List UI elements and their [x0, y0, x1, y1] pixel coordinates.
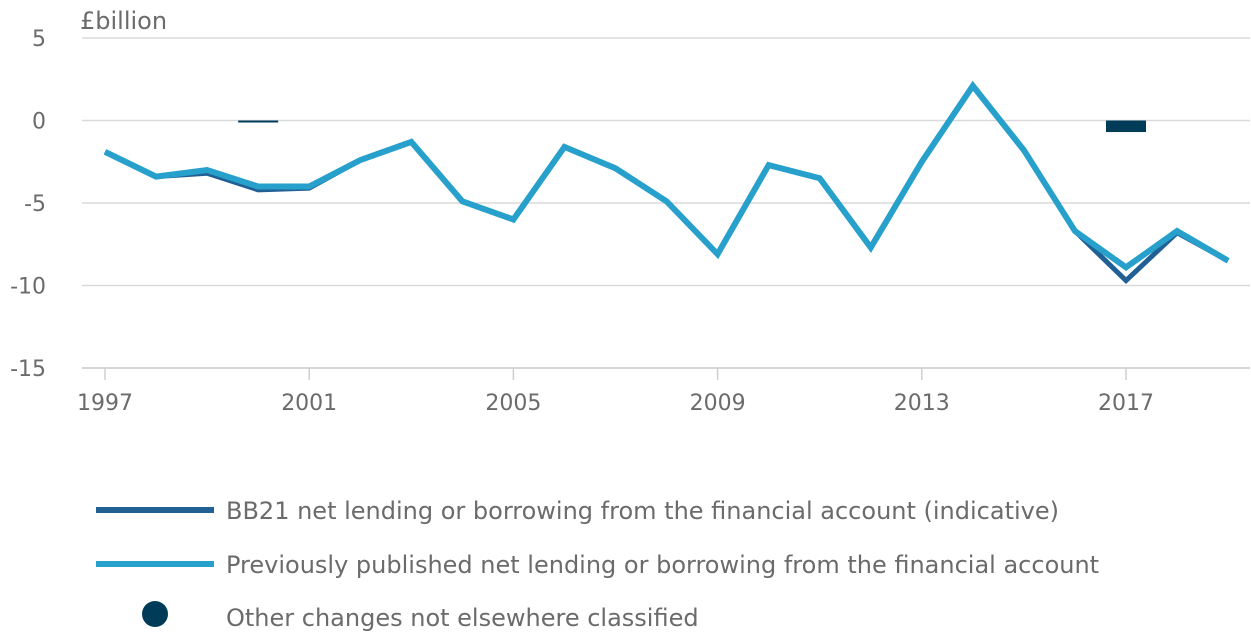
x-tick-label: 2009: [690, 391, 746, 416]
y-tick-label: 5: [32, 27, 46, 52]
previously-published-series-line: [103, 80, 1230, 272]
x-tick-label: 2005: [485, 391, 541, 416]
legend-dot-swatch: [142, 601, 168, 627]
other-changes-bars: [238, 120, 1146, 133]
other-changes-bar: [1106, 120, 1146, 133]
x-tick-label: 2013: [894, 391, 950, 416]
legend: BB21 net lending or borrowing from the f…: [96, 497, 1099, 632]
x-axis: 1997 2001 2005 2009 2013 2017: [77, 367, 1250, 416]
x-tick-label: 2001: [281, 391, 337, 416]
y-tick-label: -15: [10, 357, 46, 382]
legend-label: Previously published net lending or borr…: [226, 551, 1099, 579]
legend-label: BB21 net lending or borrowing from the f…: [226, 497, 1059, 525]
y-tick-label: -5: [24, 192, 46, 217]
y-tick-label: -10: [10, 275, 46, 300]
y-axis-ticks: 5 0 -5 -10 -15: [10, 27, 46, 382]
other-changes-bar: [238, 120, 279, 123]
bb21-series-line: [103, 81, 1230, 285]
legend-label: Other changes not elsewhere classified: [226, 604, 699, 632]
y-axis-unit-label: £billion: [80, 7, 167, 35]
series-lines: [103, 80, 1230, 285]
y-tick-label: 0: [32, 110, 46, 135]
x-tick-label: 1997: [77, 391, 133, 416]
x-tick-label: 2017: [1098, 391, 1154, 416]
